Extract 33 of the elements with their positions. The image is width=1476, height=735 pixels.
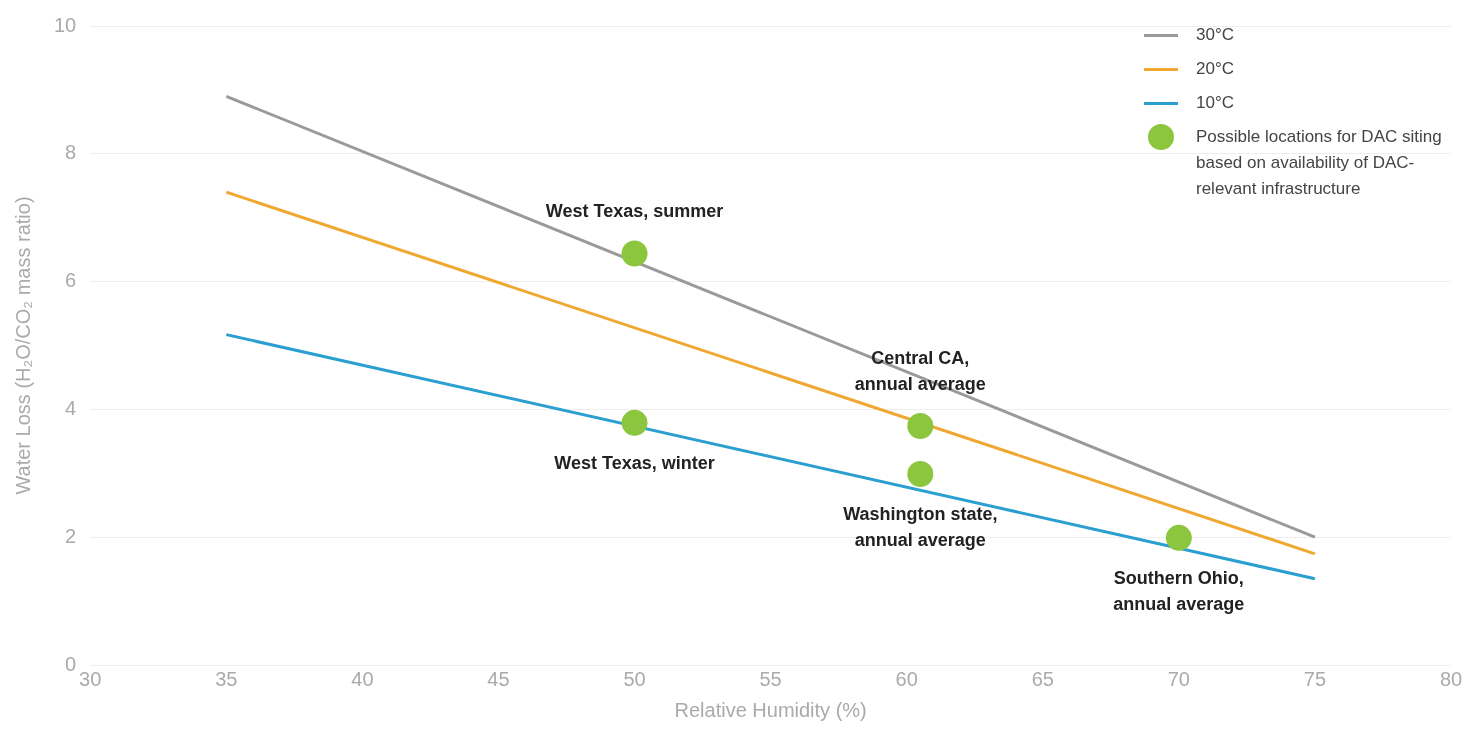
x-tick-label: 65 [1031,667,1054,690]
point [907,413,934,440]
legend-label: 10°C [1196,92,1234,114]
y-axis-title: Water Loss (H₂O/CO₂ mass ratio) [11,196,34,495]
x-tick-label: 70 [1167,667,1190,690]
y-tick-label: 0 [65,652,77,675]
x-tick-label: 60 [895,667,918,690]
x-tick-label: 45 [487,667,510,690]
point [907,460,934,487]
legend-label: 30°C [1196,24,1234,46]
x-tick-label: 30 [79,667,102,690]
annotation: West Texas, winter [554,452,715,473]
x-axis-title: Relative Humidity (%) [674,698,867,721]
point [621,409,648,436]
x-tick-label: 80 [1439,667,1463,690]
annotation: Central CA, annual average [854,347,986,394]
y-tick-label: 4 [65,396,77,419]
annotation: Washington state, annual average [843,503,998,550]
x-tick-label: 50 [623,667,646,690]
y-tick-label: 8 [65,141,77,164]
x-tick-label: 35 [215,667,238,690]
legend-label: Possible locations for DAC siting based on availability of DAC-relevant infrastructure [1196,126,1443,200]
annotation: Southern Ohio, annual average [1113,567,1245,614]
y-tick-label: 10 [54,13,77,36]
y-tick-label: 2 [65,524,77,547]
legend-label: 20°C [1196,58,1234,80]
y-tick-label: 6 [65,269,77,292]
x-tick-label: 75 [1303,667,1327,690]
point [1165,524,1192,551]
x-tick-label: 55 [759,667,782,690]
x-tick-label: 40 [351,667,374,690]
point [621,240,648,267]
annotation: West Texas, summer [545,201,724,222]
